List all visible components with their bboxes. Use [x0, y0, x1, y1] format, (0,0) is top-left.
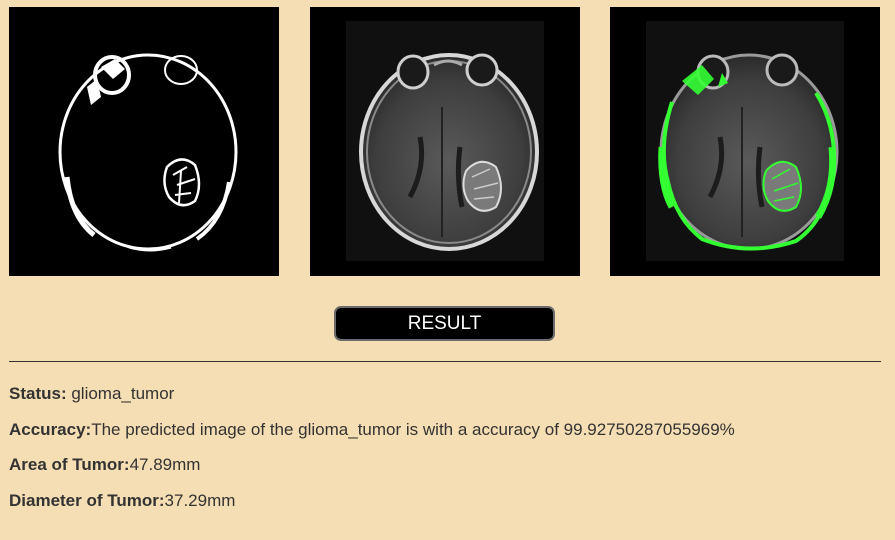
- diameter-line: Diameter of Tumor:37.29mm: [9, 490, 879, 526]
- divider: [9, 361, 881, 362]
- binary-mask-image: [9, 7, 279, 276]
- accuracy-value: The predicted image of the glioma_tumor …: [91, 419, 735, 439]
- area-label: Area of Tumor:: [9, 455, 130, 474]
- mri-overlay-image: [610, 7, 880, 276]
- area-value: 47.89mm: [129, 455, 201, 474]
- area-line: Area of Tumor:47.89mm: [9, 454, 879, 490]
- result-button[interactable]: RESULT: [334, 306, 555, 341]
- status-line: Status: glioma_tumor: [9, 383, 879, 419]
- image-row: [0, 7, 895, 276]
- diameter-label: Diameter of Tumor:: [9, 490, 165, 510]
- accuracy-line: Accuracy:The predicted image of the glio…: [9, 419, 879, 455]
- result-info: Status: glioma_tumor Accuracy:The predic…: [9, 383, 879, 525]
- mri-original-image: [310, 7, 580, 276]
- diameter-value: 37.29mm: [164, 490, 236, 510]
- status-label: Status:: [9, 384, 67, 403]
- status-value: glioma_tumor: [66, 384, 175, 403]
- accuracy-label: Accuracy:: [9, 419, 92, 439]
